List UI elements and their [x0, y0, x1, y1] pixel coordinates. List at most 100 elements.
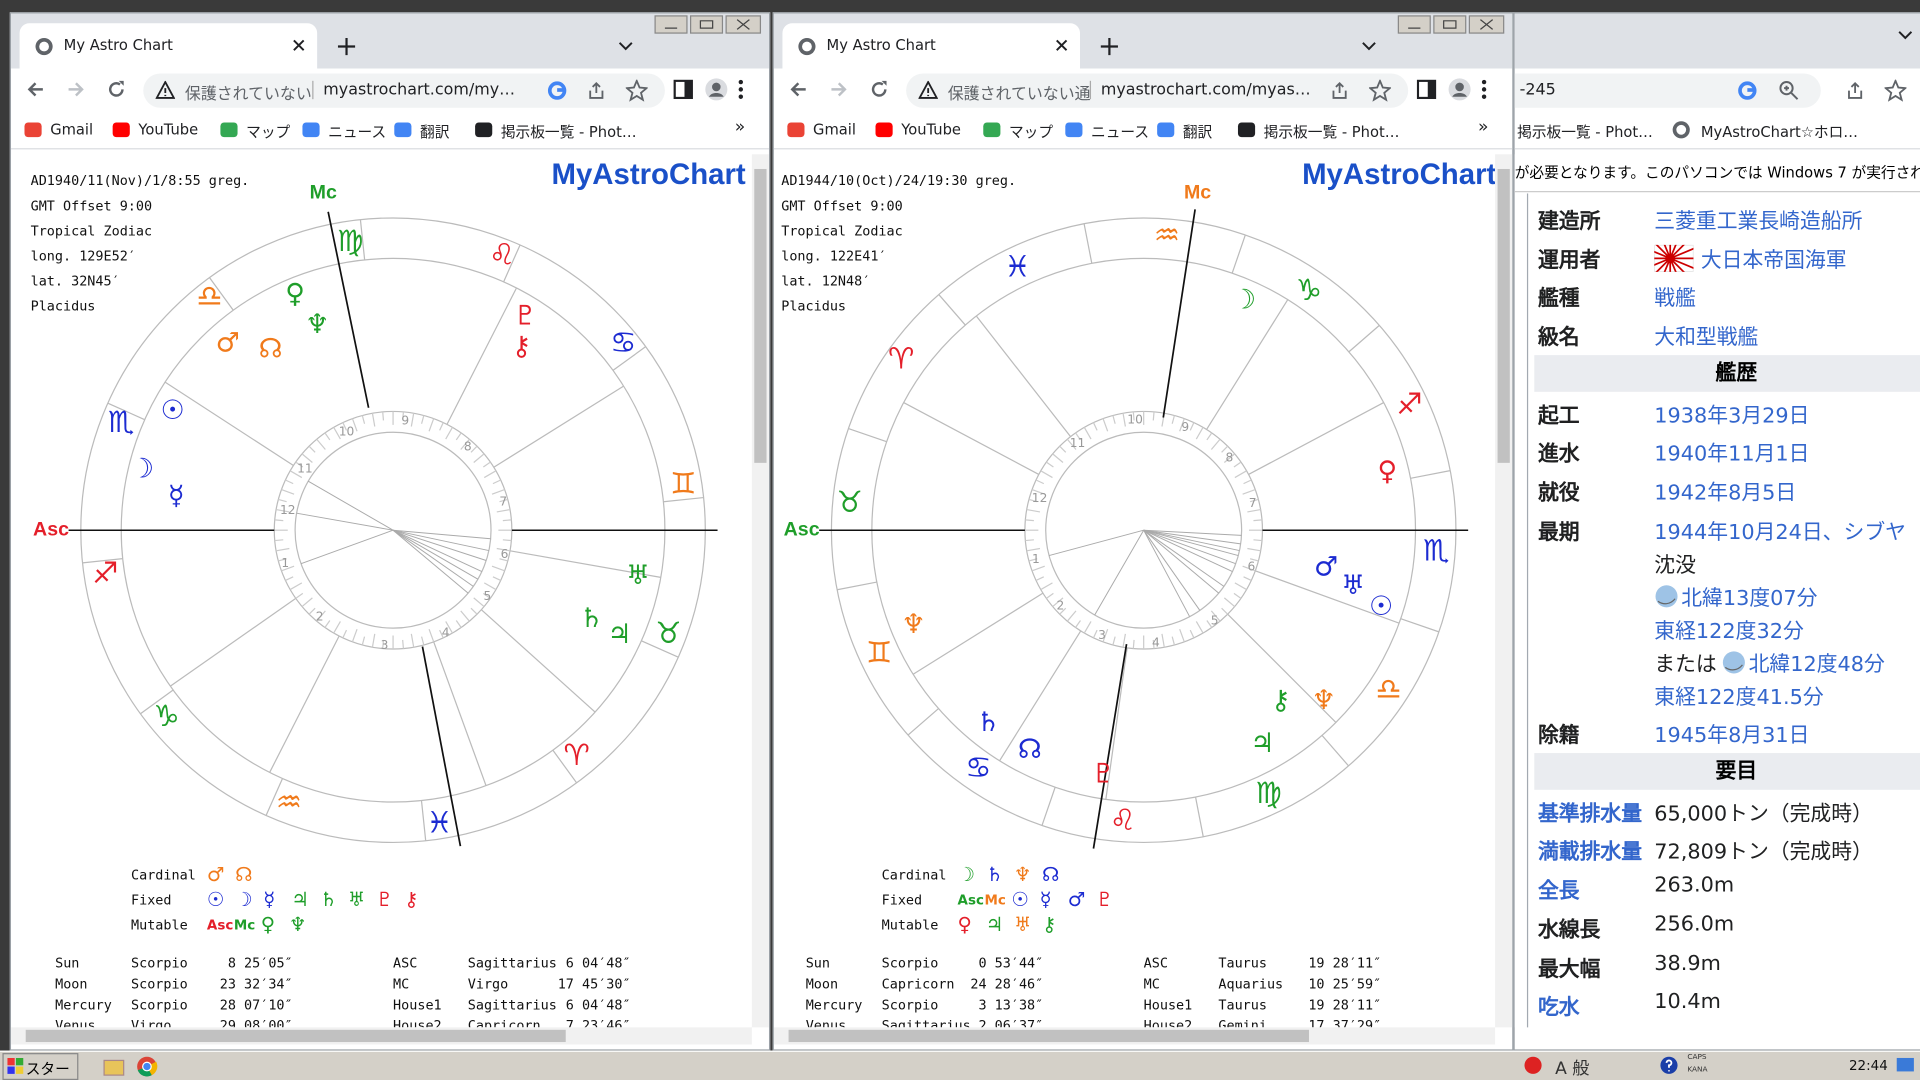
omnibox[interactable]: 保護されていない通 myastrochart.com/myas… — [906, 73, 1409, 108]
infobox-value[interactable]: 東経122度41.5分 — [1654, 685, 1824, 710]
infobox-value[interactable]: 大日本帝国海軍 — [1700, 248, 1847, 273]
degree-tick — [285, 576, 294, 581]
window-controls[interactable] — [1397, 15, 1507, 35]
google-lens[interactable] — [547, 81, 567, 101]
house-number: 5 — [1211, 613, 1219, 627]
infobox-label[interactable]: 基準排水量 — [1537, 801, 1643, 827]
profile-icon[interactable] — [1447, 77, 1471, 101]
infobox-value[interactable]: 大和型戦艦 — [1654, 325, 1759, 351]
infobox-value[interactable]: 1944年10月24日、シブヤ — [1654, 519, 1906, 545]
tab-close[interactable] — [1054, 38, 1069, 53]
new-tab-button[interactable] — [337, 37, 357, 57]
degree-tick — [285, 479, 294, 485]
infobox-value[interactable]: 北緯13度07分 — [1681, 586, 1818, 611]
sign-divider — [552, 749, 578, 784]
bookmark-icon — [24, 122, 42, 138]
infobox-value[interactable]: 1942年8月5日 — [1654, 481, 1797, 506]
house-number: 12 — [280, 503, 296, 517]
omnibox[interactable]: -245 — [1514, 73, 1821, 108]
bookmarks-overflow[interactable]: » — [734, 117, 746, 138]
tab-search[interactable] — [618, 42, 633, 52]
tab-search[interactable] — [1898, 31, 1913, 41]
window-controls-part — [1408, 19, 1494, 30]
help-icon[interactable] — [1659, 1056, 1679, 1076]
forward-button-part — [68, 82, 84, 97]
back-button[interactable] — [789, 80, 809, 100]
degree-tick — [1233, 461, 1242, 468]
house-number: 3 — [1098, 628, 1106, 642]
degree-tick — [482, 461, 491, 468]
infobox-value[interactable]: 東経122度32分 — [1654, 619, 1804, 644]
chrome-icon[interactable] — [136, 1056, 158, 1078]
infobox-value[interactable]: 1940年11月1日 — [1654, 442, 1810, 467]
zodiac-sign: ♈ — [888, 342, 914, 376]
infobox-value[interactable]: 戦艦 — [1654, 287, 1696, 312]
position-cell: 28 07′10″ — [220, 998, 293, 1013]
google-lens[interactable] — [1738, 81, 1758, 101]
share-icon[interactable] — [587, 81, 607, 101]
modality-item: ♀ — [958, 913, 972, 936]
aspect-line — [307, 480, 394, 531]
window-controls[interactable] — [654, 15, 764, 35]
share-icon[interactable] — [1845, 81, 1865, 101]
back-button[interactable] — [26, 80, 46, 100]
forward-button[interactable] — [66, 80, 86, 100]
tab-close[interactable] — [291, 38, 306, 53]
reload-button[interactable] — [869, 80, 889, 100]
side-panel[interactable] — [673, 79, 693, 100]
globe-icon-part — [1657, 597, 1676, 604]
bookmarks-bar: Gmail YouTube マップ ニュース 翻訳 掲示板一覧 - Phot… » — [773, 111, 1513, 150]
degree-tick — [316, 438, 326, 450]
notification-icon[interactable] — [1896, 1056, 1916, 1076]
modality-item: ☿ — [263, 888, 275, 911]
degree-tick — [1102, 418, 1109, 432]
share-icon-part — [589, 81, 604, 99]
start-button[interactable]: スタート — [2, 1053, 79, 1080]
ime-icon[interactable] — [1523, 1056, 1543, 1076]
bookmark-star[interactable] — [1884, 79, 1907, 102]
share-icon[interactable] — [1330, 81, 1350, 101]
reload-button[interactable] — [107, 80, 127, 100]
side-panel[interactable] — [1416, 79, 1437, 100]
address-row: -245 — [1514, 68, 1920, 112]
bookmark-icon-part — [24, 122, 42, 138]
zodiac-sign: ♓ — [426, 806, 452, 840]
reload-button-part — [881, 80, 887, 86]
forward-button[interactable] — [829, 80, 849, 100]
degree-tick — [1243, 479, 1252, 485]
bookmark-star[interactable] — [625, 79, 648, 102]
ime-mode[interactable]: A 般 — [1555, 1059, 1590, 1079]
menu-button[interactable] — [737, 79, 744, 100]
infobox-value[interactable]: 1945年8月31日 — [1654, 724, 1810, 749]
infobox-label[interactable]: 全長 — [1537, 879, 1580, 904]
infobox-value[interactable]: 三菱重工業長崎造船所 — [1654, 209, 1863, 234]
infobox-value[interactable]: 北緯12度48分 — [1748, 652, 1885, 677]
infobox-label[interactable]: 満載排水量 — [1537, 840, 1643, 865]
notification-icon-part — [1896, 1057, 1914, 1072]
position-cell: Scorpio — [131, 957, 188, 972]
infobox-label[interactable]: 吃水 — [1537, 995, 1580, 1021]
position-cell: Capricorn — [882, 977, 955, 992]
explorer-icon[interactable] — [103, 1056, 125, 1078]
tab[interactable]: My Astro Chart — [782, 23, 1081, 69]
zodiac-sign: ♈ — [564, 738, 590, 772]
sign-divider — [1041, 787, 1056, 826]
tab-title: My Astro Chart — [826, 36, 936, 54]
tab[interactable]: My Astro Chart — [19, 23, 318, 69]
profile-icon[interactable] — [704, 77, 728, 101]
new-tab-button[interactable] — [1100, 37, 1120, 57]
house-number: 8 — [1225, 450, 1233, 464]
infobox-value[interactable]: 1938年3月29日 — [1654, 403, 1810, 428]
degree-tick — [316, 610, 326, 622]
degree-tick — [483, 582, 497, 591]
sign-divider — [359, 219, 366, 260]
omnibox[interactable]: 保護されていない myastrochart.com/my… — [143, 73, 665, 108]
house-cusp — [912, 592, 1044, 675]
tab-search[interactable] — [1362, 42, 1377, 52]
position-cell: 17 45′30″ — [558, 977, 631, 992]
bookmarks-overflow[interactable]: » — [1477, 117, 1489, 138]
menu-button[interactable] — [1480, 79, 1487, 100]
zoom-icon[interactable] — [1779, 81, 1799, 101]
degree-tick — [275, 547, 290, 552]
bookmark-star[interactable] — [1368, 79, 1392, 102]
